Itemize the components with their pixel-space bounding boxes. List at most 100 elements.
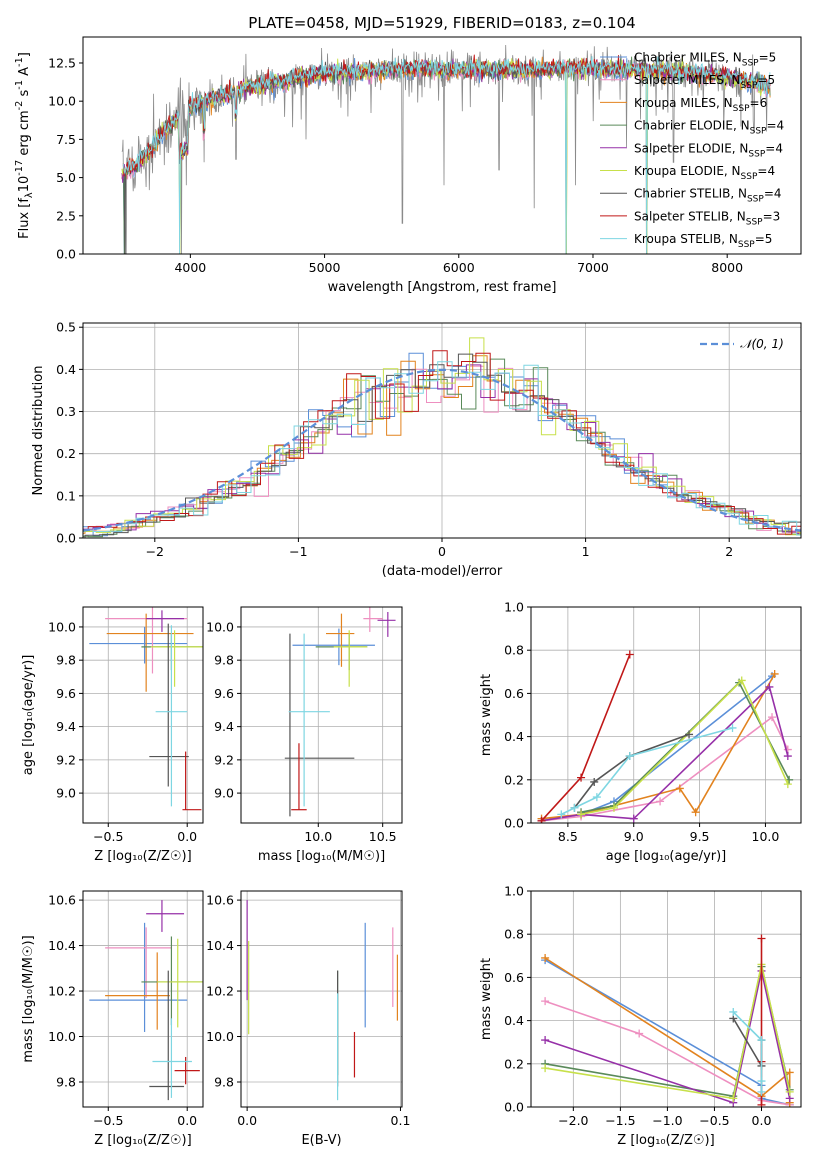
x-tick-label: −1.0 bbox=[652, 1113, 682, 1128]
x-tick-label: 6000 bbox=[443, 260, 475, 275]
y-tick-label: 5.0 bbox=[56, 170, 76, 185]
weight-marker-8 bbox=[625, 650, 634, 659]
y-tick-label: 0.1 bbox=[56, 488, 76, 503]
panel-weight-vs-Z: −2.0 −1.5 −1.0 −0.5 0.0 0.0 0.2 0.4 0.6 0.8 1.0 Z [… bbox=[479, 884, 802, 1148]
weight-marker-9 bbox=[728, 723, 737, 732]
panel-residuals: −2 −1 0 1 2 0.0 0.1 0.2 0.3 0.4 0.5 (data-model)/er… bbox=[31, 320, 802, 579]
y-tick-label: 0.0 bbox=[56, 247, 76, 262]
weight-marker-9 bbox=[625, 752, 634, 761]
plot-area bbox=[537, 650, 794, 823]
y-tick-label: 10.0 bbox=[48, 619, 76, 634]
y-tick-label: 2.5 bbox=[56, 208, 76, 223]
weight-marker-8 bbox=[577, 773, 586, 782]
weight-marker-6 bbox=[729, 1094, 738, 1103]
weight-marker-3 bbox=[541, 953, 550, 962]
y-tick-label: 9.6 bbox=[214, 686, 234, 701]
y-tick-label: 0.2 bbox=[504, 1056, 524, 1071]
x-axis-label: mass [log₁₀(M/M☉)] bbox=[258, 849, 385, 864]
y-axis-label: mass weight bbox=[479, 958, 494, 1040]
x-tick-label: 10.5 bbox=[369, 829, 397, 844]
panel-spectrum: 4000 5000 6000 7000 8000 0.0 2.5 5.0 7.5 10.0 12.5… bbox=[14, 36, 802, 295]
x-tick-label: 7000 bbox=[577, 260, 609, 275]
x-tick-label: 5000 bbox=[309, 260, 341, 275]
x-tick-label: 9.5 bbox=[690, 829, 710, 844]
x-tick-label: 8000 bbox=[711, 260, 743, 275]
y-tick-label: 0.2 bbox=[504, 772, 524, 787]
weight-marker-6 bbox=[783, 780, 792, 789]
plot-frame bbox=[530, 890, 802, 1108]
legend-label: Chabrier MILES, NSSP=5 bbox=[634, 51, 776, 69]
weight-marker-2 bbox=[656, 797, 665, 806]
y-tick-label: 10.0 bbox=[206, 1029, 234, 1044]
y-tick-label: 10.6 bbox=[48, 893, 76, 908]
y-axis-label: Flux [fλ10-17 erg cm-2 s-1 A-1] bbox=[14, 52, 35, 239]
y-tick-label: 0.0 bbox=[504, 1100, 524, 1115]
weight-line-9 bbox=[732, 1011, 763, 1092]
y-tick-label: 10.0 bbox=[48, 1029, 76, 1044]
x-tick-label: 9.0 bbox=[624, 829, 644, 844]
plot-frame bbox=[82, 890, 204, 1108]
weight-marker-5 bbox=[765, 682, 774, 691]
figure-title: PLATE=0458, MJD=51929, FIBERID=0183, z=0… bbox=[248, 14, 635, 32]
plot-area bbox=[284, 607, 396, 817]
y-tick-label: 10.4 bbox=[48, 938, 76, 953]
x-tick-label: 10.0 bbox=[752, 829, 780, 844]
weight-line-8 bbox=[540, 654, 631, 822]
weight-marker-8 bbox=[757, 934, 766, 943]
y-tick-label: 10.6 bbox=[206, 893, 234, 908]
weight-marker-5 bbox=[629, 814, 638, 823]
weight-marker-3 bbox=[770, 669, 779, 678]
legend-label: Salpeter MILES, NSSP=5 bbox=[634, 73, 775, 91]
y-tick-label: 0.5 bbox=[56, 320, 76, 335]
x-tick-label: 0.0 bbox=[177, 1113, 197, 1128]
plot-area bbox=[246, 900, 398, 1101]
panels: 4000 5000 6000 7000 80000.02.55.07.510.012.5… bbox=[14, 36, 802, 1148]
y-tick-label: 10.2 bbox=[48, 984, 76, 999]
y-tick-label: 0.4 bbox=[504, 1013, 524, 1028]
legend-label: Chabrier ELODIE, NSSP=4 bbox=[634, 119, 784, 137]
y-tick-label: 9.4 bbox=[214, 719, 234, 734]
x-axis-label: Z [log₁₀(Z/Z☉)] bbox=[617, 1133, 714, 1148]
plot-frame bbox=[82, 606, 204, 824]
weight-marker-9 bbox=[729, 1007, 738, 1016]
plot-area bbox=[89, 607, 203, 811]
legend-label: Salpeter STELIB, NSSP=3 bbox=[634, 209, 780, 227]
plot-area bbox=[83, 337, 801, 538]
legend-label: Kroupa STELIB, NSSP=5 bbox=[634, 232, 772, 250]
y-tick-label: 10.0 bbox=[48, 94, 76, 109]
panel-weight-vs-age: 8.5 9.0 9.5 10.0 0.0 0.2 0.4 0.6 0.8 1.0 age [log₁… bbox=[479, 600, 802, 864]
weight-marker-8 bbox=[537, 816, 546, 823]
x-axis-label: wavelength [Angstrom, rest frame] bbox=[328, 280, 557, 295]
weight-marker-6 bbox=[609, 803, 618, 812]
panel-age-vs-Z: −0.5 0.0 9.0 9.2 9.4 9.6 9.8 10.0 Z [log₁₀(Z/Z☉)… bbox=[21, 606, 204, 864]
y-tick-label: 9.0 bbox=[214, 786, 234, 801]
y-tick-label: 10.4 bbox=[206, 938, 234, 953]
x-tick-label: 8.5 bbox=[558, 829, 578, 844]
weight-marker-6 bbox=[541, 1064, 550, 1073]
plot-frame bbox=[82, 36, 802, 255]
x-tick-label: 0.0 bbox=[752, 1113, 772, 1128]
weight-marker-3 bbox=[675, 784, 684, 793]
y-tick-label: 0.8 bbox=[504, 643, 524, 658]
weight-marker-5 bbox=[541, 1036, 550, 1045]
y-tick-label: 0.3 bbox=[56, 404, 76, 419]
x-tick-label: −0.5 bbox=[699, 1113, 729, 1128]
y-tick-label: 0.6 bbox=[504, 686, 524, 701]
y-tick-label: 9.2 bbox=[56, 752, 76, 767]
weight-marker-6 bbox=[577, 810, 586, 819]
x-tick-label: −0.5 bbox=[93, 1113, 123, 1128]
y-axis-label: mass [log₁₀(M/M☉)] bbox=[21, 935, 36, 1062]
weight-line-6 bbox=[544, 964, 791, 1100]
y-tick-label: 9.4 bbox=[56, 719, 76, 734]
weight-line-5 bbox=[544, 970, 791, 1104]
x-tick-label: 1 bbox=[582, 544, 590, 559]
x-tick-label: 0.0 bbox=[237, 1113, 257, 1128]
y-tick-label: 9.0 bbox=[56, 786, 76, 801]
weight-marker-3 bbox=[785, 1068, 794, 1077]
x-tick-label: 10.0 bbox=[304, 829, 332, 844]
weight-marker-8 bbox=[757, 1100, 766, 1107]
x-tick-label: 0.0 bbox=[177, 829, 197, 844]
y-tick-label: 1.0 bbox=[504, 884, 524, 899]
y-tick-label: 1.0 bbox=[504, 600, 524, 615]
